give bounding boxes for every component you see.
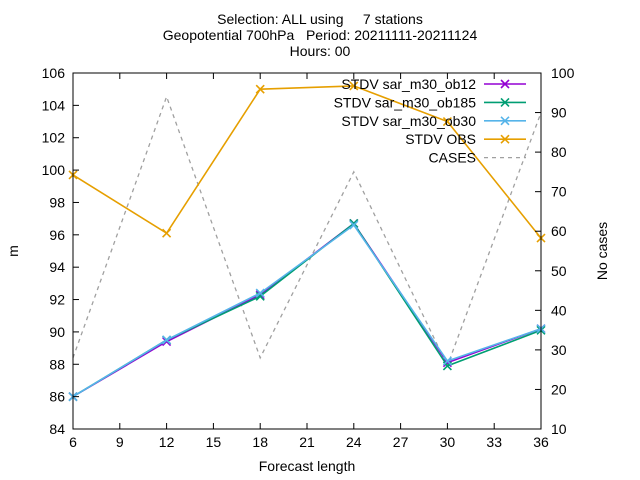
marker-stroke [162,228,172,238]
y-tick-label: 92 [49,292,65,308]
x-tick-label: 30 [440,434,456,450]
data-point-2 [162,335,172,345]
x-tick-label: 33 [486,434,502,450]
data-point-3 [255,84,265,94]
legend-label-1: STDV sar_m30_ob185 [334,94,477,110]
chart-title: Selection: ALL using 7 stations Geopoten… [0,11,640,59]
legend-marker-3 [500,134,510,144]
y-tick-label: 102 [42,130,66,146]
y-tick-label: 86 [49,389,65,405]
legend: STDV sar_m30_ob12 STDV sar_m30_ob185 STDV … [334,76,526,166]
y2-tick-label: 80 [551,144,567,160]
marker-stroke [442,116,452,127]
y2-tick-label: 100 [551,65,575,81]
series-line-2 [72,223,542,398]
series-line-4 [72,94,542,368]
legend-label-3: STDV OBS [405,131,476,147]
legend-marker-2 [500,116,510,126]
x-axis-label: Forecast length [259,458,356,474]
x-tick-label: 27 [393,434,409,450]
y2-tick-label: 30 [551,342,567,358]
y2-tick-label: 50 [551,263,567,279]
chart-title-line-2: Geopotential 700hPa Period: 20211111-202… [162,27,478,43]
x-tick-label: 21 [299,434,315,450]
axes-layer: 6 9 12 15 18 21 24 27 30 33 36 84 86 88 90 92 94 96 98 100 1… [42,65,575,450]
y2-tick-label: 40 [551,302,567,318]
data-point-2 [349,220,359,230]
x-tick-label: 36 [533,434,549,450]
series-line-3 [72,85,542,239]
legend-marker-0 [500,79,510,89]
marker-stroke [442,356,452,366]
y-axis-label: m [5,245,21,257]
marker-stroke [255,291,265,301]
data-point-3 [349,81,359,91]
legend-label-0: STDV sar_m30_ob12 [341,76,476,92]
y-tick-label: 106 [42,65,66,81]
marker-stroke [500,97,510,107]
marker-stroke [349,220,359,230]
series-layer [68,81,546,402]
data-point-3 [162,228,172,238]
y2-axis-label: No cases [594,222,610,280]
legend-label-4: CASES [429,150,476,166]
y-tick-label: 98 [49,194,65,210]
x-tick-label: 12 [159,434,175,450]
data-point-2 [255,288,265,298]
series-line-0 [72,222,542,398]
chart-title-line-3: Hours: 00 [289,43,351,59]
series-line-1 [72,222,542,398]
marker-stroke [500,79,510,89]
data-point-2 [442,356,452,366]
y-tick-label: 100 [42,162,66,178]
marker-stroke [349,81,359,91]
y2-tick-label: 90 [551,105,567,121]
x-tick-label: 24 [346,434,362,450]
y-tick-label: 84 [49,421,65,437]
y-tick-label: 96 [49,227,65,243]
x-tick-label: 6 [69,434,77,450]
marker-stroke [500,116,510,126]
y2-tick-label: 70 [551,184,567,200]
marker-stroke [255,288,265,298]
x-tick-label: 15 [206,434,222,450]
y-tick-label: 88 [49,356,65,372]
y-tick-label: 94 [49,259,65,275]
x-tick-label: 9 [116,434,124,450]
data-point-3 [442,116,452,127]
y2-tick-label: 20 [551,381,567,397]
y2-tick-label: 10 [551,421,567,437]
x-tick-label: 18 [252,434,268,450]
y-tick-label: 104 [42,97,66,113]
marker-stroke [162,335,172,345]
legend-marker-1 [500,97,510,107]
y2-tick-label: 60 [551,223,567,239]
marker-stroke [500,134,510,144]
marker-stroke [255,84,265,94]
chart-title-line-1: Selection: ALL using 7 stations [217,11,423,27]
y-tick-label: 90 [49,324,65,340]
legend-label-2: STDV sar_m30_ob30 [341,113,476,129]
